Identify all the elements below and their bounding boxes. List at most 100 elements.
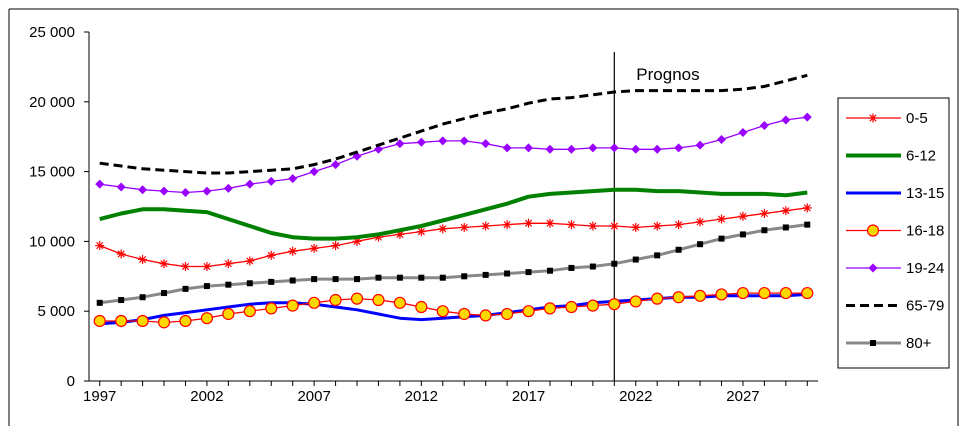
data-point-0-5	[502, 220, 512, 230]
data-point-80-	[761, 227, 768, 234]
data-point-80-	[439, 274, 446, 281]
data-point-80-	[289, 277, 296, 284]
legend-label-6-12: 6-12	[906, 148, 936, 165]
data-point-19-24	[674, 143, 684, 153]
legend-entry-0-5: 0-5	[846, 110, 928, 127]
data-point-19-24	[545, 144, 555, 154]
data-point-80-	[268, 278, 275, 285]
data-point-0-5	[223, 259, 233, 269]
data-point-80-	[546, 267, 553, 274]
data-point-16-18	[115, 314, 128, 328]
data-point-16-18	[286, 299, 299, 312]
legend-label-80-: 80+	[906, 335, 932, 352]
data-point-80-	[461, 273, 468, 280]
y-tick-label: 0	[67, 373, 75, 390]
data-point-19-24	[566, 144, 576, 154]
data-point-19-24	[802, 112, 812, 122]
data-point-16-18	[436, 305, 449, 318]
data-point-0-5	[438, 224, 448, 234]
legend-entry-65-79: 65-79	[846, 298, 944, 315]
data-point-80-	[246, 280, 253, 287]
data-point-19-24	[481, 139, 491, 149]
data-point-19-24	[373, 144, 383, 154]
series-6-12	[99, 187, 808, 241]
data-point-16-18	[200, 312, 214, 325]
data-point-80-	[482, 271, 489, 278]
data-point-19-24	[759, 121, 769, 131]
legend-marker-19-24	[868, 263, 878, 273]
data-point-16-18	[308, 296, 321, 309]
data-point-80-	[161, 290, 168, 297]
legend-label-16-18: 16-18	[906, 223, 944, 240]
data-point-80-	[311, 276, 318, 283]
legend-label-19-24: 19-24	[906, 260, 944, 277]
data-point-80-	[418, 274, 425, 281]
data-point-0-5	[138, 255, 148, 265]
legend-entry-6-12: 6-12	[846, 148, 936, 165]
x-tick-label: 2022	[619, 388, 652, 405]
data-point-19-24	[245, 179, 255, 189]
chart-axes: 0 5 000 10 000 15 000 20 000 25 000 1997 2002 20…	[8, 8, 959, 426]
series-line-13-15	[99, 292, 808, 326]
data-point-19-24	[459, 136, 469, 146]
data-point-80-	[568, 264, 575, 271]
series-line-16-18	[99, 292, 808, 324]
data-point-0-5	[331, 241, 341, 251]
y-tick-label: 20 000	[29, 94, 75, 111]
series-line-0-5	[99, 207, 808, 268]
data-point-80-	[804, 221, 811, 228]
series-line-65-79	[99, 73, 808, 175]
data-point-80-	[739, 231, 746, 238]
y-tick-label: 15 000	[29, 164, 75, 181]
data-point-0-5	[266, 250, 276, 260]
legend-marker-16-18	[866, 224, 880, 237]
legend-label-65-79: 65-79	[906, 298, 944, 315]
data-point-19-24	[502, 143, 512, 153]
data-point-80-	[118, 297, 125, 304]
legend-marker-80-	[870, 340, 876, 346]
data-point-16-18	[93, 314, 106, 328]
series-16-18	[93, 286, 814, 329]
series-line-80-	[99, 223, 808, 305]
data-point-16-18	[458, 307, 471, 321]
data-point-0-5	[717, 214, 727, 224]
chart-legend: 0-5 6-12 13-15 16-18 19-24 65-79 80+	[837, 97, 950, 369]
data-point-16-18	[136, 314, 149, 328]
data-point-19-24	[159, 186, 169, 196]
data-point-19-24	[416, 137, 426, 147]
data-point-16-18	[415, 300, 428, 314]
data-point-80-	[203, 283, 210, 290]
data-point-0-5	[159, 259, 169, 269]
series-line-19-24	[99, 116, 808, 194]
x-tick-label: 2017	[512, 388, 545, 405]
data-point-16-18	[629, 295, 642, 308]
data-point-0-5	[695, 217, 705, 227]
series-80-	[96, 221, 811, 306]
data-point-19-24	[738, 128, 748, 138]
data-point-80-	[525, 269, 532, 276]
data-point-19-24	[95, 179, 105, 189]
prognos-label: Prognos	[636, 65, 699, 84]
data-point-19-24	[202, 186, 212, 196]
data-point-80-	[654, 252, 661, 259]
data-point-0-5	[802, 203, 812, 213]
legend-marker-0-5	[868, 113, 878, 123]
chart-series	[93, 73, 814, 329]
legend-entry-13-15: 13-15	[846, 185, 944, 202]
data-point-0-5	[95, 241, 105, 251]
data-point-16-18	[393, 296, 406, 309]
data-point-0-5	[566, 220, 576, 230]
data-point-0-5	[609, 221, 619, 231]
data-point-0-5	[116, 249, 126, 259]
legend-entry-19-24: 19-24	[846, 260, 944, 277]
data-point-19-24	[116, 182, 126, 192]
data-point-0-5	[416, 227, 426, 237]
data-point-0-5	[759, 208, 769, 218]
data-point-0-5	[738, 211, 748, 221]
x-tick-label: 2002	[190, 388, 223, 405]
data-point-0-5	[202, 262, 212, 272]
data-point-16-18	[350, 292, 364, 305]
data-point-16-18	[672, 291, 685, 304]
data-point-16-18	[179, 314, 192, 328]
